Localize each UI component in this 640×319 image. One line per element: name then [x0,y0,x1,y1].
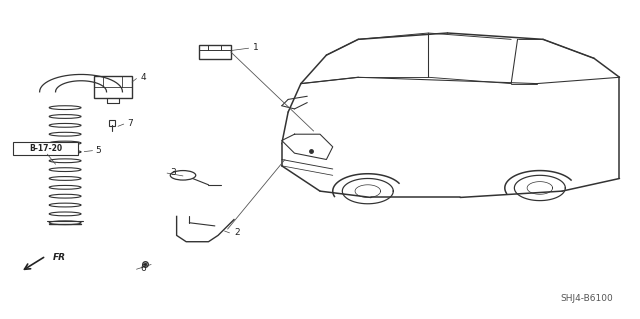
Text: B-17-20: B-17-20 [29,144,63,153]
FancyBboxPatch shape [13,142,78,155]
Text: 5: 5 [96,145,102,154]
Text: 2: 2 [234,228,239,237]
FancyBboxPatch shape [94,76,132,98]
Text: 6: 6 [140,264,146,273]
Text: 4: 4 [140,73,146,82]
Ellipse shape [170,171,196,180]
Text: FR: FR [52,253,65,262]
FancyBboxPatch shape [199,45,231,59]
Text: 3: 3 [170,168,176,177]
Text: SHJ4-B6100: SHJ4-B6100 [561,294,613,303]
Text: 7: 7 [127,119,132,128]
Text: 1: 1 [253,43,259,52]
